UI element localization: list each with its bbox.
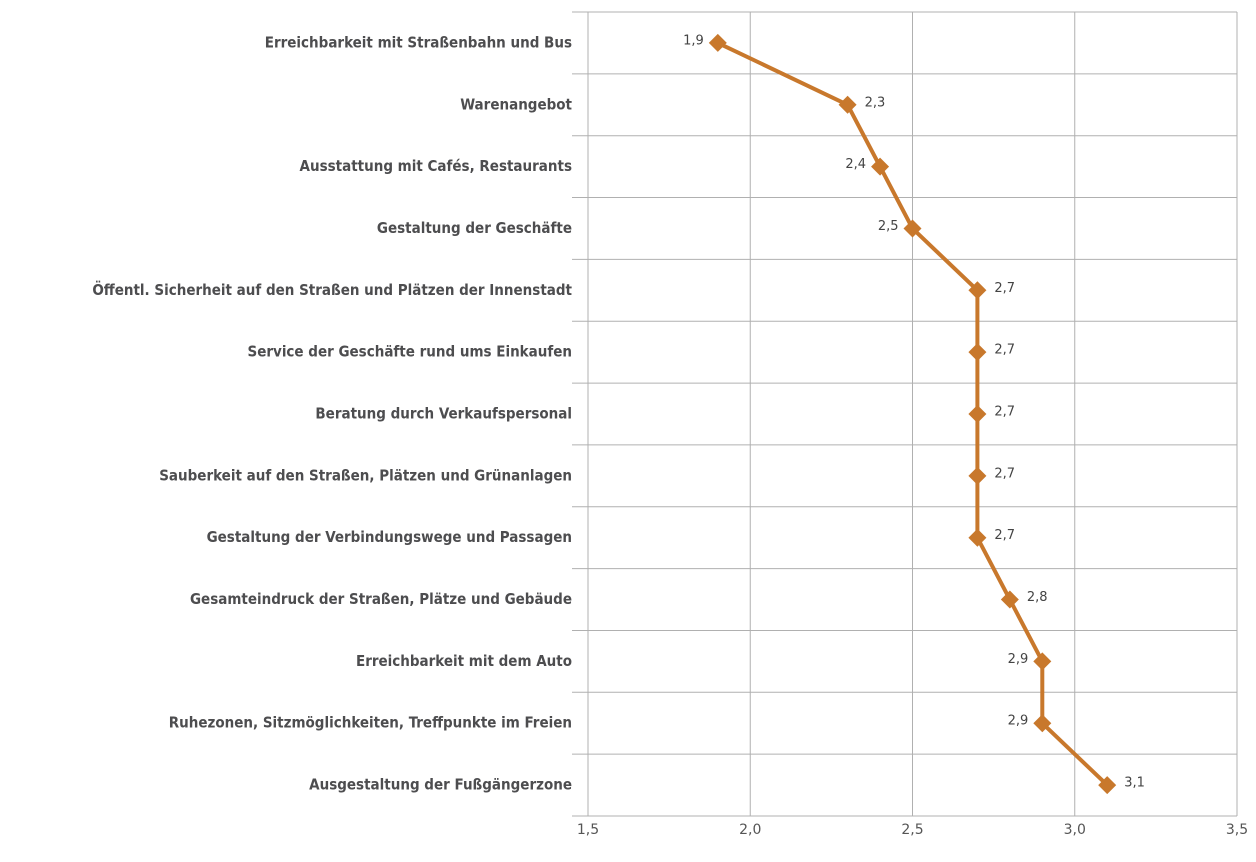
category-label: Gesamteindruck der Straßen, Plätze und G… xyxy=(190,590,572,608)
category-label: Gestaltung der Geschäfte xyxy=(377,219,572,237)
category-label: Sauberkeit auf den Straßen, Plätzen und … xyxy=(159,466,572,484)
value-label: 2,7 xyxy=(994,466,1015,481)
category-label: Erreichbarkeit mit Straßenbahn und Bus xyxy=(265,33,572,51)
marker xyxy=(1000,590,1019,609)
x-tick-label: 3,0 xyxy=(1064,822,1086,838)
value-label: 1,9 xyxy=(683,33,704,48)
value-label: 2,9 xyxy=(1008,652,1029,667)
marker xyxy=(968,466,987,485)
value-label: 2,7 xyxy=(994,343,1015,358)
marker xyxy=(968,405,987,423)
value-label: 2,9 xyxy=(1008,714,1029,729)
category-label: Öffentl. Sicherheit auf den Straßen und … xyxy=(92,280,572,299)
marker xyxy=(968,343,987,362)
value-label: 2,7 xyxy=(994,405,1015,420)
category-label: Service der Geschäfte rund ums Einkaufen xyxy=(247,343,572,361)
value-label: 2,7 xyxy=(994,528,1015,543)
value-label: 2,3 xyxy=(865,95,886,110)
category-label: Warenangebot xyxy=(460,95,572,113)
value-label: 2,8 xyxy=(1027,590,1048,605)
category-label: Ausgestaltung der Fußgängerzone xyxy=(309,776,572,794)
marker xyxy=(1033,652,1052,671)
marker xyxy=(1033,714,1052,733)
category-label: Beratung durch Verkaufspersonal xyxy=(315,405,572,423)
marker xyxy=(708,33,727,52)
marker xyxy=(871,157,890,176)
value-label: 2,5 xyxy=(878,219,899,234)
value-label: 2,4 xyxy=(845,157,866,172)
category-label: Gestaltung der Verbindungswege und Passa… xyxy=(207,528,572,546)
category-label: Ruhezonen, Sitzmöglichkeiten, Treffpunkt… xyxy=(169,714,572,732)
x-tick-label: 1,5 xyxy=(577,822,599,838)
marker xyxy=(1098,776,1117,795)
category-label: Ausstattung mit Cafés, Restaurants xyxy=(300,157,572,175)
marker xyxy=(838,95,857,114)
x-tick-label: 2,5 xyxy=(901,822,923,838)
x-tick-label: 3,5 xyxy=(1226,822,1248,838)
marker xyxy=(903,219,922,238)
marker xyxy=(968,281,987,300)
marker xyxy=(968,528,987,547)
value-label: 2,7 xyxy=(994,281,1015,296)
category-label: Erreichbarkeit mit dem Auto xyxy=(356,652,572,670)
x-tick-label: 2,0 xyxy=(739,822,761,838)
value-label: 3,1 xyxy=(1124,776,1145,791)
